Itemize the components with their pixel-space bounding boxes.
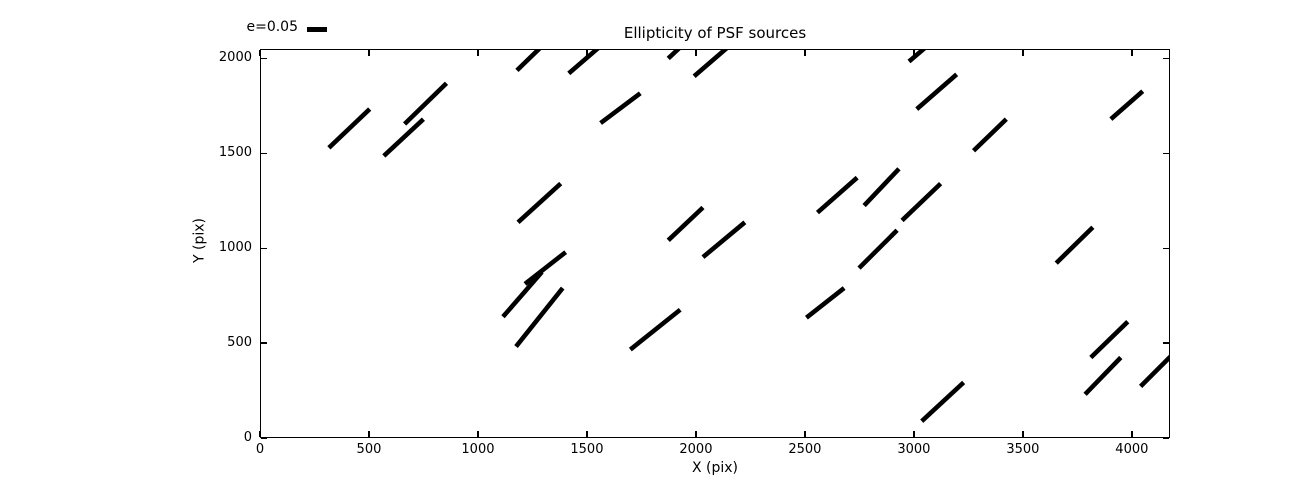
ellipticity-stick [666,50,681,61]
x-tick-top [259,50,261,56]
ellipticity-stick [1138,354,1169,388]
y-tick-label: 1500 [218,145,252,161]
y-tick-left [261,152,267,155]
legend-label: e=0.05 [246,19,298,35]
x-tick-bottom [804,431,806,437]
y-tick-label: 2000 [218,50,252,66]
x-tick-bottom [913,431,915,437]
x-tick-bottom [368,431,370,437]
x-tick-label: 3000 [897,442,931,457]
x-tick-bottom [695,431,697,437]
y-tick-right [1163,247,1169,249]
y-tick-left [261,247,267,249]
x-tick-top [1022,50,1024,56]
ellipticity-stick [805,286,846,320]
y-tick-right [1163,57,1169,60]
x-tick-top [804,50,806,56]
plot-area [260,49,1170,438]
x-tick-top [913,50,915,56]
ellipticity-stick [857,228,899,270]
y-tick-label: 0 [243,430,252,445]
x-tick-label: 2500 [788,442,822,457]
ellipticity-stick [523,250,568,286]
ellipticity-stick [1089,320,1130,360]
ellipticity-stick [1083,355,1123,396]
x-tick-label: 2000 [679,442,713,457]
ellipticity-stick [971,117,1008,153]
x-tick-bottom [1022,431,1024,437]
y-tick-label: 500 [227,335,252,351]
ellipticity-stick [815,175,859,215]
ellipticity-stick [403,81,449,126]
x-tick-label: 500 [356,442,382,457]
ellipticity-stick [1109,89,1145,121]
ellipticity-stick [1054,225,1095,265]
ellipticity-stick [567,50,600,76]
x-tick-label: 1500 [570,442,604,457]
x-tick-label: 0 [255,442,265,457]
ellipticity-stick [382,117,425,158]
ellipticity-stick [692,50,729,78]
x-tick-label: 3500 [1006,442,1040,457]
y-tick-left [261,57,267,60]
ellipticity-stick [628,307,682,352]
ellipticity-sticks-layer [327,50,1169,423]
x-tick-bottom [259,431,261,437]
x-tick-label: 4000 [1115,442,1149,457]
ellipticity-stick [701,220,747,259]
ellipticity-stick [515,50,542,73]
x-tick-bottom [1131,431,1133,437]
ellipticity-stick [516,181,563,225]
x-tick-bottom [586,431,588,437]
x-tick-label: 1000 [461,442,495,457]
ellipticity-stick [501,270,544,319]
x-tick-bottom [477,431,479,437]
x-tick-top [586,50,588,56]
ellipticity-stick [907,50,926,64]
ellipticity-stick [862,167,901,208]
x-tick-top [477,50,479,56]
y-tick-right [1163,437,1169,439]
ellipticity-stick [514,286,565,348]
x-axis-label: X (pix) [691,460,739,476]
y-tick-left [261,342,267,344]
y-tick-right [1163,342,1169,344]
y-tick-left [261,437,267,439]
ellipticity-stick [920,380,966,423]
ellipticity-stick [900,181,943,223]
ellipticity-stick [327,107,372,150]
ellipticity-stick [599,91,642,125]
x-tick-top [368,50,370,56]
y-axis-label: Y (pix) [191,218,208,263]
y-tick-label: 1000 [218,240,252,256]
chart-title: Ellipticity of PSF sources [623,24,807,42]
x-tick-top [695,50,697,56]
ellipticity-stick [915,72,959,111]
y-tick-right [1163,152,1169,155]
ellipticity-stick [666,205,705,242]
legend-key-stick [307,27,327,32]
x-tick-top [1131,50,1133,56]
